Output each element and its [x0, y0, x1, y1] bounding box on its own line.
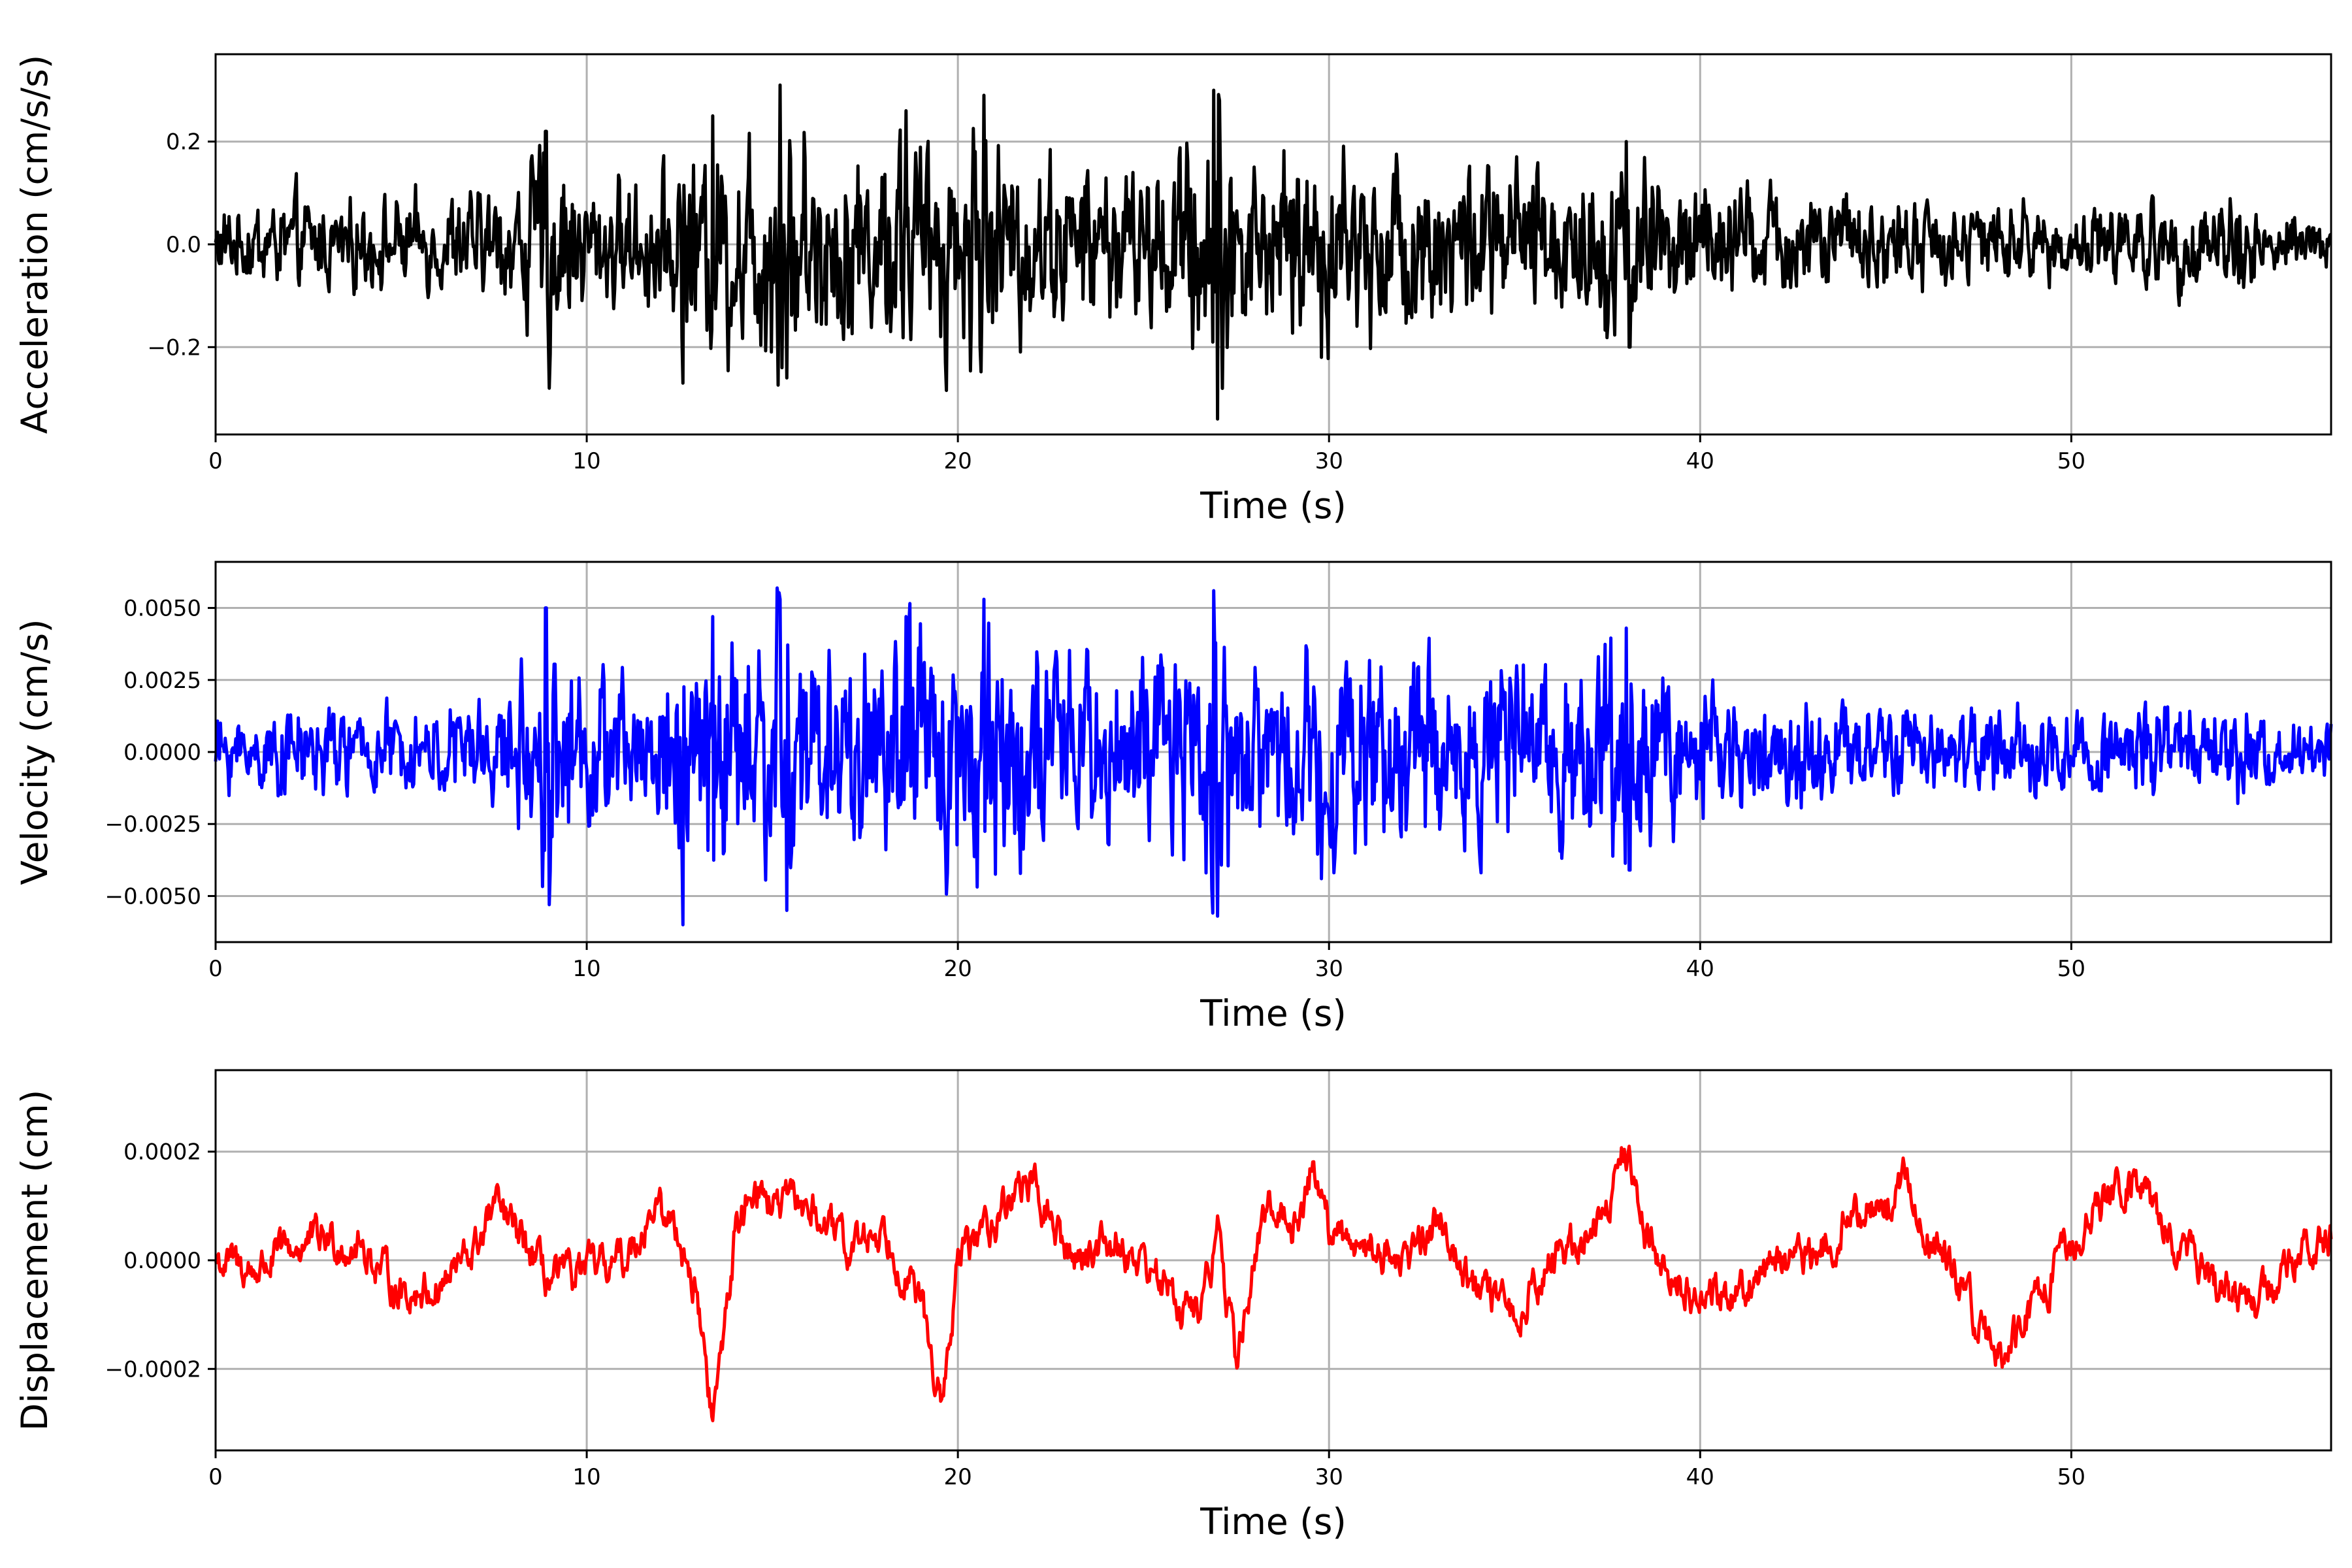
- velocity-plot-area: [214, 586, 2333, 926]
- displacement-x-tick-label: 20: [944, 1464, 972, 1490]
- velocity-x-tick-label: 20: [944, 956, 972, 982]
- velocity-x-tick-label: 50: [2057, 956, 2085, 982]
- velocity-y-tick-label: −0.0025: [105, 811, 201, 838]
- acceleration-x-axis-label: Time (s): [1200, 485, 1347, 527]
- displacement-plot-area: [214, 1145, 2333, 1422]
- displacement-x-tick-label: 50: [2057, 1464, 2085, 1490]
- acceleration-plot-area: [214, 83, 2332, 421]
- acceleration-x-tick-label: 50: [2057, 448, 2085, 474]
- velocity-y-axis-label: Velocity (cm/s): [14, 619, 56, 885]
- velocity-y-tick-label: −0.0050: [105, 883, 201, 909]
- acceleration-x-tick-label: 10: [572, 448, 600, 474]
- displacement-x-tick-label: 0: [208, 1464, 223, 1490]
- velocity-y-tick-label: 0.0025: [123, 668, 201, 694]
- displacement-grid: [216, 1070, 2331, 1450]
- displacement-x-tick-label: 10: [572, 1464, 600, 1490]
- velocity-x-tick-label: 30: [1315, 956, 1343, 982]
- velocity-x-tick-label: 0: [208, 956, 223, 982]
- acceleration-y-tick-label: 0.0: [166, 232, 201, 258]
- acceleration-x-tick-label: 0: [208, 448, 223, 474]
- velocity-ticks: 0 10 20 30 40 50 −0.0050 −0.0025 0.0000 0.0025 0.0…: [105, 596, 2085, 982]
- displacement-x-axis-label: Time (s): [1200, 1501, 1347, 1543]
- displacement-x-tick-label: 40: [1686, 1464, 1714, 1490]
- acceleration-ticks: 0 10 20 30 40 50 −0.2 0.0 0.2: [147, 129, 2085, 474]
- acceleration-panel: 0 10 20 30 40 50 −0.2 0.0 0.2 Time (s) Accelerat…: [14, 53, 2332, 527]
- displacement-x-tick-label: 30: [1315, 1464, 1343, 1490]
- acceleration-y-tick-label: 0.2: [166, 129, 201, 155]
- displacement-y-axis-label: Displacement (cm): [14, 1090, 56, 1431]
- velocity-x-axis-label: Time (s): [1200, 992, 1347, 1034]
- displacement-y-tick-label: 0.0000: [123, 1248, 201, 1274]
- velocity-y-tick-label: 0.0050: [123, 596, 201, 622]
- acceleration-series-line: [214, 83, 2332, 421]
- displacement-y-tick-label: −0.0002: [105, 1356, 201, 1382]
- velocity-series-line: [214, 586, 2333, 926]
- velocity-x-tick-label: 40: [1686, 956, 1714, 982]
- acceleration-y-tick-label: −0.2: [147, 335, 201, 361]
- acceleration-x-tick-label: 40: [1686, 448, 1714, 474]
- displacement-y-tick-label: 0.0002: [123, 1139, 201, 1166]
- acceleration-x-tick-label: 30: [1315, 448, 1343, 474]
- acceleration-y-axis-label: Acceleration (cm/s/s): [14, 55, 56, 434]
- velocity-x-tick-label: 10: [572, 956, 600, 982]
- acceleration-x-tick-label: 20: [944, 448, 972, 474]
- velocity-panel: 0 10 20 30 40 50 −0.0050 −0.0025 0.0000 0.0025 0.0…: [14, 561, 2333, 1034]
- velocity-y-tick-label: 0.0000: [123, 740, 201, 766]
- displacement-series-line: [214, 1145, 2333, 1422]
- displacement-ticks: 0 10 20 30 40 50 −0.0002 0.0000 0.0002: [105, 1139, 2085, 1490]
